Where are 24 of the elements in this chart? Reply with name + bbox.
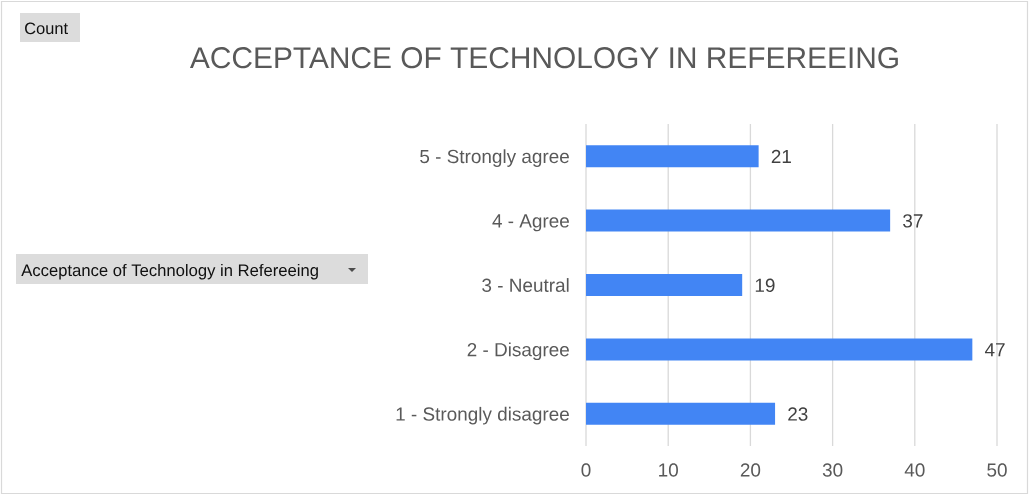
y-tick-label: 2 - Disagree <box>467 342 569 361</box>
data-label: 47 <box>984 343 1005 357</box>
data-label: 19 <box>755 278 775 292</box>
bar <box>586 338 973 361</box>
y-axis-title: Acceptance of Technology in Refereeing <box>21 263 318 280</box>
y-tick-label: 3 - Neutral <box>482 278 569 292</box>
y-tick-label: 4 - Agree <box>492 214 569 232</box>
bar <box>586 273 743 296</box>
data-label: 23 <box>788 407 808 421</box>
x-tick-label: 0 <box>581 463 591 477</box>
x-tick-label: 20 <box>740 463 761 477</box>
text: Count <box>25 22 68 35</box>
y-tick-label: 5 - Strongly agree <box>420 149 569 167</box>
bar <box>586 209 891 232</box>
data-label: 21 <box>771 149 791 163</box>
x-tick-label: 10 <box>659 463 678 477</box>
x-tick-label: 50 <box>987 463 1007 477</box>
x-tick-label: 30 <box>822 463 843 477</box>
bar <box>586 145 759 168</box>
bar <box>586 402 776 425</box>
x-tick-label: 40 <box>904 463 925 477</box>
y-tick-label: 1 - Strongly disagree <box>396 406 569 425</box>
data-label: 37 <box>903 214 923 228</box>
chart-title: ACCEPTANCE OF TECHNOLOGY IN REFEREEING <box>189 47 898 69</box>
